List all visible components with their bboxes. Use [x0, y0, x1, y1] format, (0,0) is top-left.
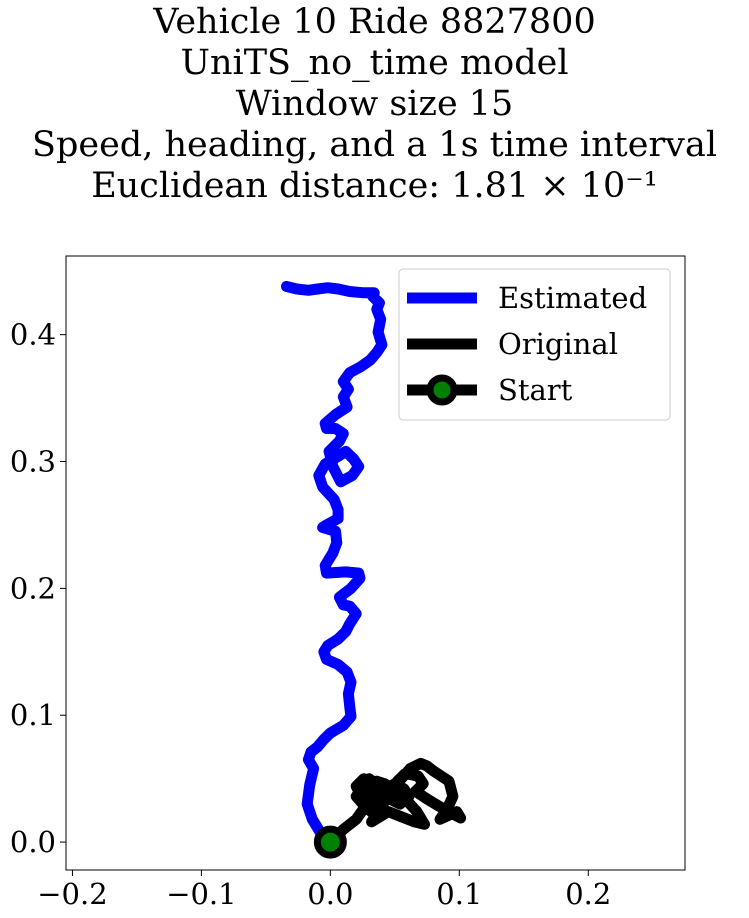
- x-tick-label: 0.1: [436, 877, 482, 911]
- title-line-3: Window size 15: [235, 84, 514, 124]
- axes-frame: [65, 255, 686, 871]
- x-tick-label: −0.2: [37, 877, 107, 911]
- legend-label-original: Original: [498, 327, 618, 361]
- ticks-layer: −0.2 −0.1 0.0 0.1 0.2 0.0 0.1 0.2 0.3 0.4: [10, 318, 611, 911]
- title-line-5: Euclidean distance: 1.81 × 10⁻¹: [91, 166, 658, 206]
- y-tick-label: 0.3: [10, 445, 56, 479]
- legend-label-estimated: Estimated: [498, 281, 647, 315]
- x-tick-label: −0.1: [166, 877, 236, 911]
- series-line-estimated: [281, 280, 388, 848]
- title-line-1: Vehicle 10 Ride 8827800: [153, 2, 596, 42]
- legend-start-marker: [426, 374, 458, 406]
- start-marker: [313, 825, 347, 859]
- x-tick-label: 0.0: [307, 877, 353, 911]
- title-line-4: Speed, heading, and a 1s time interval: [31, 125, 718, 165]
- legend: Estimated Original Start: [398, 268, 671, 421]
- y-tick-label: 0.0: [10, 825, 56, 859]
- series-line-original: [324, 757, 467, 848]
- y-tick-label: 0.1: [10, 698, 56, 732]
- title-line-2: UniTS_no_time model: [180, 43, 569, 83]
- y-tick-label: 0.4: [10, 318, 56, 352]
- legend-box: [398, 268, 671, 421]
- y-tick-label: 0.2: [10, 571, 56, 605]
- x-tick-label: 0.2: [565, 877, 611, 911]
- series-layer: [281, 280, 467, 859]
- plot-border: [65, 255, 686, 871]
- legend-label-start: Start: [498, 373, 573, 407]
- chart-title: Vehicle 10 Ride 8827800 UniTS_no_time mo…: [0, 2, 749, 207]
